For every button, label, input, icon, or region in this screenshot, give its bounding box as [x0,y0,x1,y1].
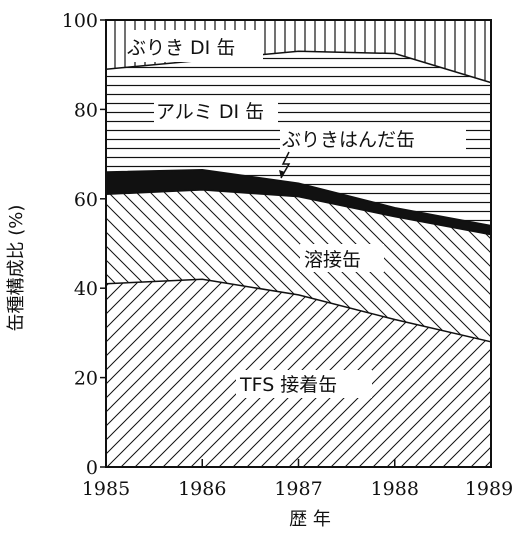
series-label-pointer [280,151,291,179]
y-tick-label: 60 [74,189,98,211]
y-tick-label: 20 [74,368,98,390]
series-boundary-1 [105,189,492,236]
x-tick-label: 1988 [371,478,419,500]
axis-ticks: 0 20 40 60 80 100 1985 1986 1987 1988 1989 [62,10,513,500]
series-labels: ぶりき DI 缶 アルミ DI 缶 ぶりきはんだ缶 溶接缶 TFS 接着缶 [127,30,466,398]
series-label-pointer-arrowhead [279,170,285,178]
series-boundary-2 [105,168,492,227]
series-label-tfs: TFS 接着缶 [239,374,337,396]
series-boundary-3 [105,50,492,84]
area-series-1 [106,189,491,342]
x-tick-label: 1987 [274,478,322,500]
boundary-lines [105,50,492,343]
area-layer [106,20,491,467]
y-axis-title: 缶種構成比 (%) [6,205,27,332]
area-series-2 [106,169,491,235]
x-tick-label: 1985 [82,478,130,500]
x-tick-label: 1989 [465,478,513,500]
series-label-welded: 溶接缶 [304,249,361,271]
y-tick-label: 80 [74,99,98,121]
series-label-alumi-di: アルミ DI 缶 [156,101,264,123]
y-tick-label: 100 [62,10,98,32]
y-tick-label: 0 [86,457,98,479]
series-boundary-0 [105,278,492,343]
y-tick-label: 40 [74,278,98,300]
x-tick-label: 1986 [178,478,226,500]
series-label-tin-di: ぶりき DI 缶 [127,37,235,59]
x-axis-title: 歴 年 [289,509,331,530]
series-label-tin-solder: ぶりきはんだ缶 [282,129,415,151]
